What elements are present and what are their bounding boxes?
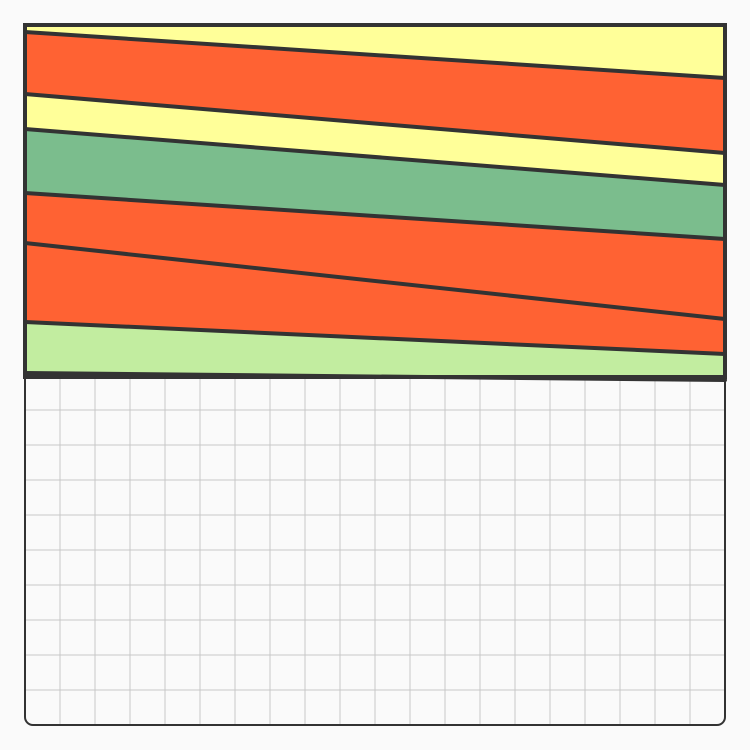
layer-boundary-line <box>23 92 727 155</box>
layer-2 <box>25 32 725 153</box>
layer-6 <box>25 243 725 354</box>
layer-7 <box>25 322 725 380</box>
layer-4 <box>25 129 725 239</box>
layer-boundary-line <box>23 30 727 80</box>
layer-boundary-line <box>23 191 727 241</box>
layer-boundary-line <box>23 241 727 321</box>
layer-boundary-line <box>23 320 727 356</box>
layer-boundary-line <box>23 127 727 187</box>
rock-layers <box>25 25 725 380</box>
strata-block-outline <box>23 23 727 379</box>
layer-3 <box>25 94 725 185</box>
layer-5 <box>25 193 725 319</box>
